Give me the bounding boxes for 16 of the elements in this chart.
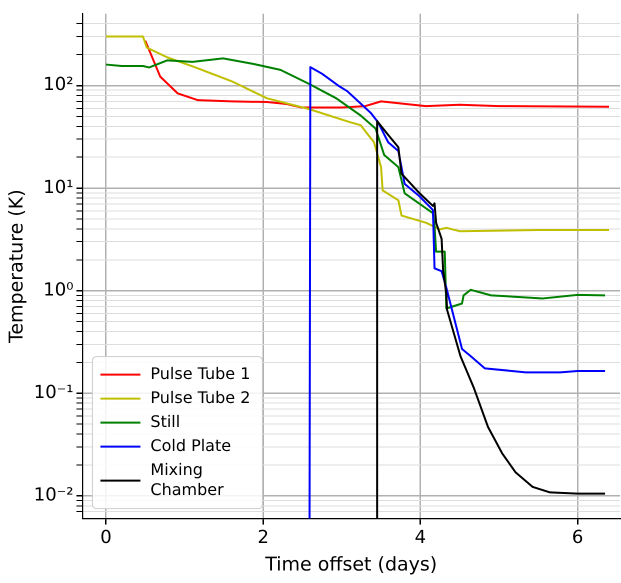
x-tick-label: 2 [257,527,269,548]
y-tick-label: 10⁻¹ [34,382,74,403]
legend-label: Still [150,412,180,431]
legend-label: Pulse Tube 1 [150,364,250,383]
x-axis-title: Time offset (days) [264,554,438,576]
legend-label: Cold Plate [150,436,232,455]
x-tick-label: 4 [414,527,426,548]
y-tick-label: 10² [43,74,74,96]
x-tick-label: 6 [572,527,584,548]
legend-label: Mixing Chamber [150,460,224,499]
y-tick-label: 10⁰ [43,279,74,300]
y-tick-label: 10¹ [43,176,74,198]
legend-label: Pulse Tube 2 [150,388,250,407]
x-tick-label: 0 [100,527,112,548]
y-tick-label: 10⁻² [34,484,74,506]
y-axis-title: Temperature (K) [5,189,28,344]
